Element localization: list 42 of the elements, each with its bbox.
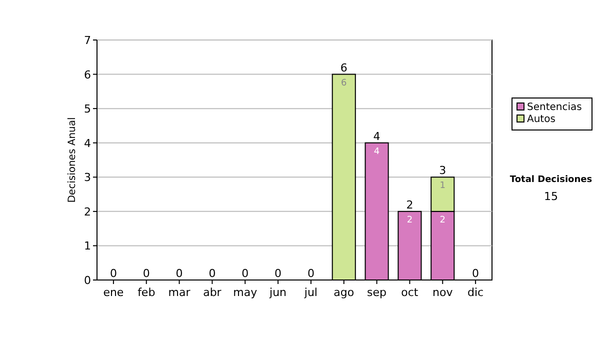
legend-label: Autos bbox=[527, 114, 556, 125]
x-tick-label: mar bbox=[168, 286, 191, 299]
x-tick-label: feb bbox=[138, 286, 156, 299]
total-label: 0 bbox=[142, 267, 150, 280]
data-label: 4 bbox=[374, 146, 380, 157]
x-tick-label: dic bbox=[467, 286, 484, 299]
total-label: 2 bbox=[406, 198, 414, 212]
x-tick-label: sep bbox=[367, 286, 387, 299]
total-label: 3 bbox=[439, 164, 446, 178]
total-label: 0 bbox=[307, 267, 314, 280]
x-tick-label: jun bbox=[268, 286, 287, 299]
total-label: 4 bbox=[373, 130, 380, 143]
data-label: 2 bbox=[440, 215, 446, 226]
data-label: 1 bbox=[440, 181, 446, 192]
y-tick-label: 2 bbox=[84, 205, 91, 218]
total-label: 0 bbox=[274, 267, 282, 280]
text: Total Decisiones bbox=[510, 175, 592, 185]
total-label: 0 bbox=[110, 267, 117, 280]
x-tick-label: nov bbox=[432, 286, 454, 299]
total-label: 0 bbox=[242, 267, 249, 280]
text: 15 bbox=[544, 190, 558, 203]
x-tick-label: ene bbox=[103, 286, 124, 299]
y-tick-label: 7 bbox=[84, 34, 91, 47]
legend-label: Sentencias bbox=[527, 102, 582, 113]
y-tick-label: 3 bbox=[84, 171, 91, 184]
y-tick-label: 5 bbox=[84, 102, 91, 116]
x-tick-label: abr bbox=[203, 286, 222, 299]
x-tick-label: jul bbox=[303, 286, 318, 299]
total-label: 0 bbox=[176, 267, 183, 280]
y-axis-title: Decisiones Anual bbox=[67, 117, 78, 203]
total-label: 0 bbox=[472, 267, 480, 280]
data-label: 2 bbox=[406, 215, 413, 226]
y-tick-label: 1 bbox=[84, 240, 91, 253]
y-tick-label: 4 bbox=[84, 136, 91, 150]
x-tick-label: ago bbox=[334, 286, 354, 299]
x-tick-label: oct bbox=[401, 286, 419, 299]
y-tick-label: 6 bbox=[84, 68, 91, 82]
y-tick-label: 0 bbox=[84, 274, 91, 287]
x-tick-label: may bbox=[233, 286, 258, 299]
total-label: 6 bbox=[340, 61, 348, 74]
data-label: 6 bbox=[341, 78, 348, 88]
total-label: 0 bbox=[208, 267, 216, 280]
